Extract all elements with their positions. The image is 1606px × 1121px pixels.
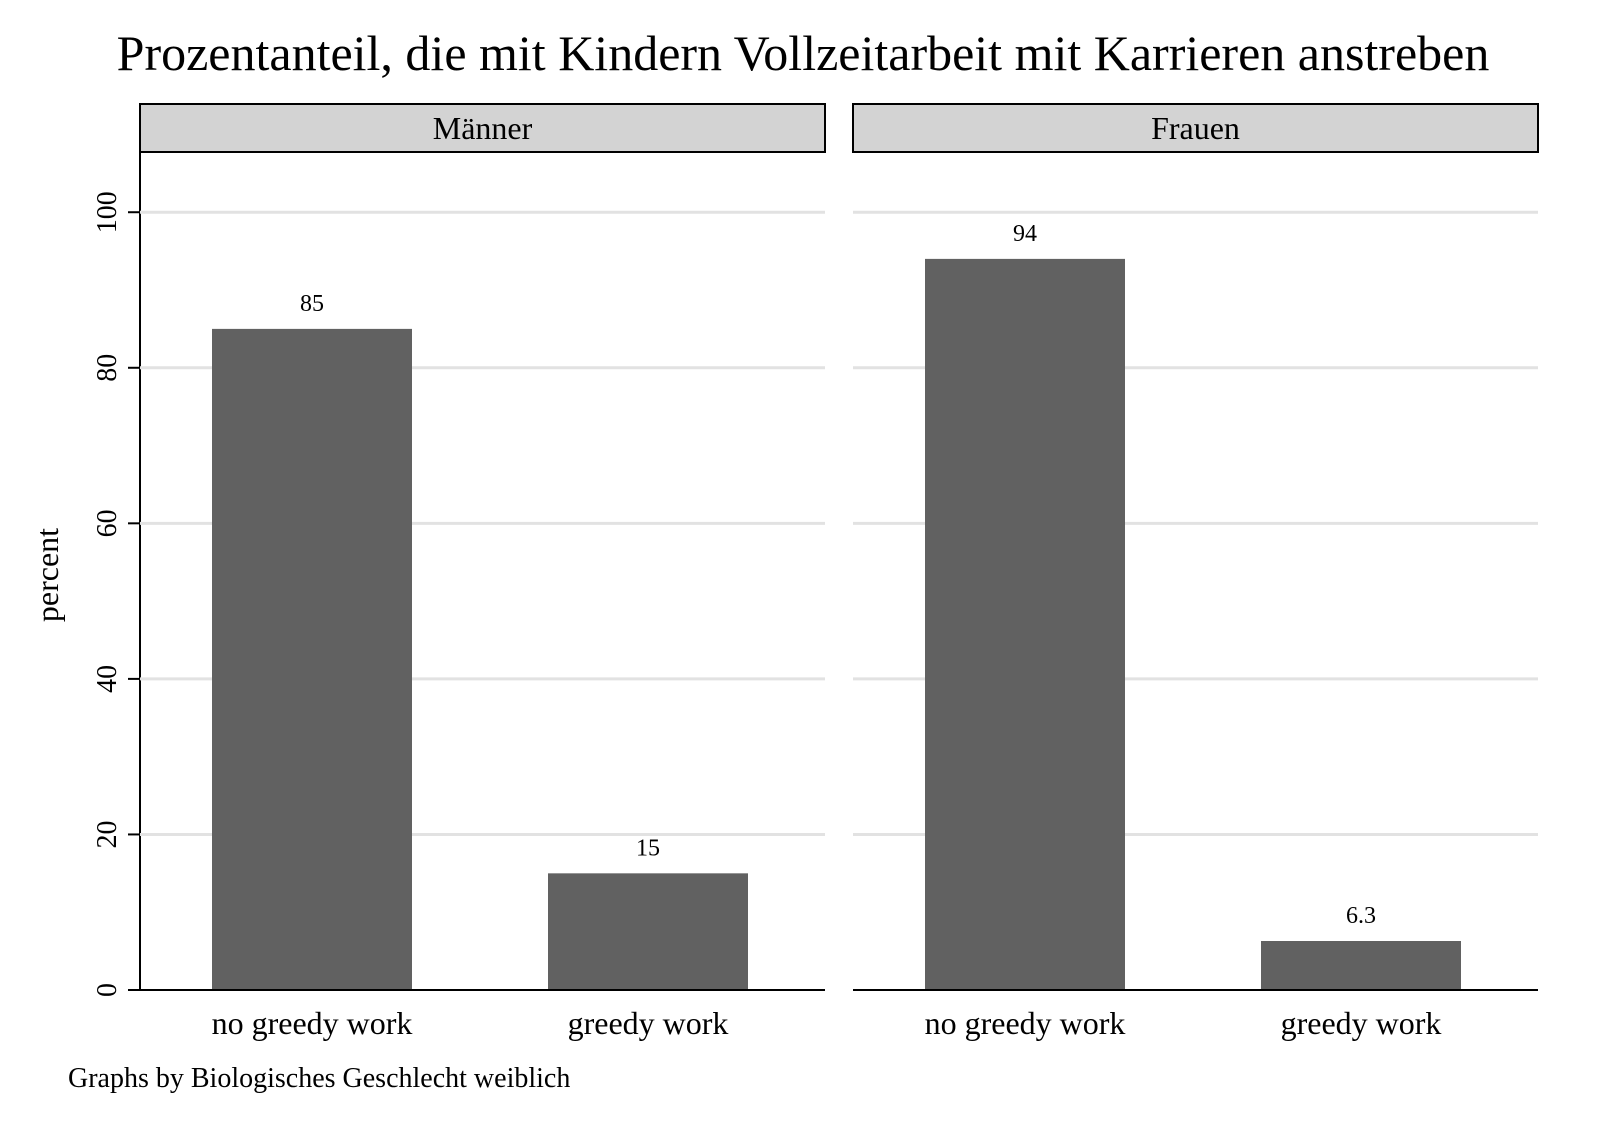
y-tick-label: 0 [92, 983, 123, 997]
panel-2: Frauen 94 no greedy work 6.3 greedy work [852, 103, 1539, 1041]
bar-value-label: 85 [300, 291, 324, 317]
panels: 0 20 40 60 80 100 Männer 85 no greedy work 15 gree… [92, 103, 1539, 1041]
y-tick-label: 20 [92, 820, 123, 848]
chart-title: Prozentanteil, die mit Kindern Vollzeita… [117, 25, 1490, 81]
x-tick-label: greedy work [1281, 1005, 1442, 1041]
bar [548, 873, 748, 990]
bar-value-label: 94 [1013, 221, 1037, 247]
bar-value-label: 6.3 [1346, 903, 1376, 929]
chart-note: Graphs by Biologisches Geschlecht weibli… [68, 1063, 570, 1094]
x-tick-label: greedy work [568, 1005, 729, 1041]
panel-strip [852, 103, 1539, 153]
panel-1: Männer 85 no greedy work 15 greedy work [139, 103, 826, 1041]
y-tick-label: 80 [92, 354, 123, 382]
panel-title: Männer [433, 110, 533, 146]
panel-title: Frauen [1151, 110, 1240, 146]
bar [925, 258, 1125, 990]
bar [212, 328, 412, 990]
x-tick-label: no greedy work [212, 1005, 413, 1041]
y-tick-label: 40 [92, 665, 123, 693]
bar-value-label: 15 [636, 835, 660, 861]
y-tick-label: 60 [92, 509, 123, 537]
panel-strip [139, 103, 826, 153]
x-tick-label: no greedy work [925, 1005, 1126, 1041]
y-axis-label: percent [29, 528, 65, 622]
y-tick-label: 100 [92, 191, 123, 233]
bar [1261, 941, 1461, 990]
